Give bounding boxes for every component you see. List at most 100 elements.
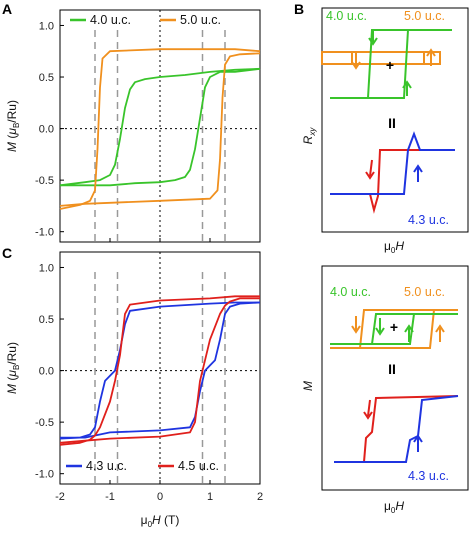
chart-a-ytick-label-2: 0.0 <box>39 124 54 136</box>
chart-a-ytick-label-0: 1.0 <box>39 20 54 32</box>
schematic-d-loop-50-b <box>330 309 435 349</box>
chart-c-xlabel-unit: (T) <box>161 513 180 527</box>
chart-c-series-uc45-ascending <box>59 297 260 444</box>
panel-label-c: C <box>2 245 12 261</box>
arrow-down-green-b <box>368 30 378 46</box>
chart-a-ylabel-sub: B <box>12 123 21 128</box>
chart-a-ylabel-open: ( <box>5 135 19 142</box>
arrow-down-red-b <box>365 159 375 180</box>
schematic-d: 4.0 u.c. 5.0 u.c. + II 4.3 u.c. M μ0H <box>301 265 469 515</box>
chart-c-ylabel-suffix: /Ru) <box>5 342 19 365</box>
schematic-d-combined-red <box>334 395 459 463</box>
arrow-up-green-b <box>402 80 412 96</box>
svg-text:M (μB/Ru): M (μB/Ru) <box>5 342 21 394</box>
schematic-b-xlabel: μ0H <box>384 239 404 255</box>
chart-c-ytick-label-1: 0.5 <box>39 314 54 326</box>
chart-a-ylabel-suffix: /Ru) <box>5 100 19 123</box>
schematic-d-ylabel-m: M <box>301 381 315 391</box>
chart-c-ylabel-open: ( <box>5 377 19 384</box>
arrow-down-red-d <box>363 399 373 420</box>
arrow-down-orange-d <box>351 316 361 334</box>
schematic-b-combined-blue <box>330 131 455 195</box>
chart-c-xlabel-h: H <box>152 513 161 527</box>
chart-a-ylabel: M (μB/Ru) <box>5 100 21 152</box>
chart-a-legend: 4.0 u.c. 5.0 u.c. <box>70 13 221 27</box>
schematic-d-loop-40-b <box>330 313 415 345</box>
chart-c-ticks: 1.0 0.5 0.0 -0.5 -1.0-2 -1 0 1 2 <box>35 262 263 503</box>
schematic-b-label-43: 4.3 u.c. <box>408 213 449 227</box>
schematic-b-xlabel-sub: 0 <box>391 246 396 255</box>
svg-text:M (μB/Ru): M (μB/Ru) <box>5 100 21 152</box>
chart-c-xtick-label-0: -2 <box>55 491 65 503</box>
chart-c-ytick-label-0: 1.0 <box>39 262 54 274</box>
chart-a-series <box>59 48 261 210</box>
chart-c-series-uc45-descending <box>59 295 260 446</box>
arrow-up-orange-b <box>426 48 436 66</box>
chart-a-series-uc50-descending <box>59 48 261 210</box>
chart-a: 1.0 0.5 0.0 -0.5 -1.0 4.0 u.c. 5.0 u.c. M (μ… <box>5 9 261 243</box>
chart-c-ytick-label-4: -1.0 <box>35 469 54 481</box>
chart-a-ylabel-m: M <box>5 142 19 152</box>
schematic-d-ylabel: M <box>301 381 315 391</box>
arrow-up-blue-b <box>413 164 423 182</box>
panel-label-b: B <box>294 1 304 17</box>
schematic-b-loop-40-b <box>330 29 409 99</box>
arrow-up-green-d <box>404 324 414 342</box>
chart-c-xtick-label-1: -1 <box>105 491 115 503</box>
chart-a-series-uc40-descending <box>59 67 261 187</box>
schematic-b-ylabel: Rxy <box>301 127 317 145</box>
chart-c-guides <box>60 252 260 484</box>
schematic-d-xlabel-sub: 0 <box>391 506 396 515</box>
schematic-b-equals: II <box>388 115 396 131</box>
chart-a-ytick-label-3: -0.5 <box>35 175 54 187</box>
arrow-down-orange-b <box>351 52 361 70</box>
chart-c-ylabel-sub: B <box>12 365 21 370</box>
schematic-d-label-43: 4.3 u.c. <box>408 469 449 483</box>
legend-label-50: 5.0 u.c. <box>180 13 221 27</box>
chart-a-guides <box>60 10 260 242</box>
schematic-b-label-50: 5.0 u.c. <box>404 9 445 23</box>
schematic-b-xlabel-h: H <box>395 239 404 253</box>
chart-a-ytick-label-4: -1.0 <box>35 227 54 239</box>
chart-c: 1.0 0.5 0.0 -0.5 -1.0-2 -1 0 1 2 4.3 u.c. 4.5 u.… <box>5 251 263 529</box>
chart-c-ylabel-m: M <box>5 384 19 394</box>
chart-c-series <box>59 295 261 446</box>
schematic-d-combined-blue <box>334 395 459 463</box>
chart-c-ylabel: M (μB/Ru) <box>5 342 21 394</box>
chart-c-xtick-label-3: 1 <box>207 491 213 503</box>
chart-c-series-uc43-descending <box>59 301 260 440</box>
arrow-down-green-d <box>375 318 385 336</box>
chart-c-xlabel: μ0H (T) <box>141 513 180 529</box>
chart-c-ytick-label-3: -0.5 <box>35 417 54 429</box>
chart-c-xtick-label-4: 2 <box>257 491 263 503</box>
chart-c-series-uc43-ascending <box>60 301 261 439</box>
panel-label-a: A <box>2 1 12 17</box>
chart-a-series-uc40-ascending <box>60 67 261 187</box>
schematic-b: 4.0 u.c. 5.0 u.c. + II 4.3 u.c. Rxy μ0H <box>301 7 469 255</box>
schematic-d-plus: + <box>390 319 398 335</box>
schematic-b-combined-red <box>330 149 455 214</box>
legend-label-45: 4.5 u.c. <box>178 459 219 473</box>
schematic-d-xlabel-mu: μ <box>384 499 391 513</box>
schematic-b-label-40: 4.0 u.c. <box>326 9 367 23</box>
chart-c-ylabel-mu: μ <box>5 370 19 378</box>
schematic-b-ylabel-r: R <box>301 135 315 144</box>
chart-a-ticks: 1.0 0.5 0.0 -0.5 -1.0 <box>35 20 261 242</box>
schematic-d-equals: II <box>388 361 396 377</box>
schematic-d-label-40: 4.0 u.c. <box>330 285 371 299</box>
schematic-b-frame <box>321 7 469 233</box>
schematic-d-frame <box>321 265 469 491</box>
schematic-b-loop-50 <box>321 51 441 65</box>
legend-label-43: 4.3 u.c. <box>86 459 127 473</box>
chart-a-series-uc50-ascending <box>59 52 261 207</box>
schematic-d-xlabel-h: H <box>395 499 404 513</box>
schematic-b-ylabel-sub: xy <box>308 127 317 137</box>
chart-c-legend: 4.3 u.c. 4.5 u.c. <box>66 459 219 473</box>
arrow-up-orange-d <box>435 324 445 342</box>
chart-c-xlabel-mu: μ <box>141 513 148 527</box>
schematic-b-xlabel-mu: μ <box>384 239 391 253</box>
chart-a-ytick-label-1: 0.5 <box>39 72 54 84</box>
schematic-d-xlabel: μ0H <box>384 499 404 515</box>
arrow-up-blue-d <box>413 434 423 452</box>
